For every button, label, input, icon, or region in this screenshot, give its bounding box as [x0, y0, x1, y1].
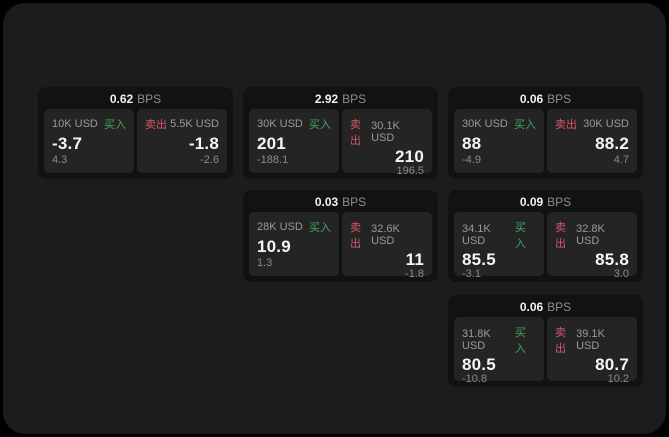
buy-label: 买入	[309, 222, 331, 234]
quote-card: 0.06 BPS 31.8K USD 买入 80.5 -10.8 卖出 39.1…	[448, 295, 643, 387]
bps-unit: BPS	[137, 92, 162, 106]
buy-sub-value: -3.1	[462, 268, 481, 280]
sell-panel[interactable]: 卖出 39.1K USD 80.7 10.2	[547, 317, 637, 385]
buy-price: 201	[257, 133, 286, 153]
buy-label: 买入	[514, 327, 526, 355]
sell-amount: 32.8K USD	[576, 223, 605, 247]
buy-amount: 30K USD	[462, 118, 508, 130]
sell-label: 卖出	[555, 327, 566, 355]
bps-unit: BPS	[547, 300, 572, 314]
sell-sub-value: -2.6	[200, 154, 219, 166]
sell-price: 210	[395, 147, 424, 166]
buy-sub-value: 4.3	[52, 154, 68, 166]
buy-label: 买入	[514, 222, 526, 250]
buy-label: 买入	[104, 119, 126, 131]
buy-label: 买入	[309, 119, 331, 131]
sell-label: 卖出	[350, 222, 361, 250]
buy-price: 10.9	[257, 236, 291, 256]
bps-header: 0.62 BPS	[38, 87, 233, 109]
sell-amount: 30.1K USD	[371, 120, 400, 144]
buy-price: 88	[462, 133, 482, 153]
sell-price: -1.8	[188, 133, 219, 153]
buy-amount: 31.8K USD	[462, 328, 491, 352]
buy-amount: 34.1K USD	[462, 223, 491, 247]
sell-label: 卖出	[555, 222, 566, 250]
bps-unit: BPS	[342, 92, 367, 106]
buy-panel[interactable]: 31.8K USD 买入 80.5 -10.8	[454, 317, 544, 385]
bps-value: 0.06	[519, 92, 544, 106]
sell-price: 88.2	[595, 133, 629, 153]
sell-panel[interactable]: 卖出 32.6K USD 11 -1.8	[342, 212, 432, 280]
bps-header: 0.03 BPS	[243, 190, 438, 212]
bps-value: 0.06	[519, 300, 544, 314]
buy-sub-value: 1.3	[257, 257, 273, 269]
sell-sub-value: 196.5	[396, 165, 424, 177]
sell-amount: 30K USD	[583, 118, 629, 130]
bps-header: 0.06 BPS	[448, 295, 643, 317]
sell-price: 85.8	[595, 250, 629, 269]
buy-price: -3.7	[52, 133, 83, 153]
sell-label: 卖出	[555, 119, 577, 131]
buy-sub-value: -10.8	[462, 373, 488, 385]
sell-sub-value: 4.7	[613, 154, 629, 166]
buy-price: 80.5	[462, 355, 496, 374]
buy-amount: 28K USD	[257, 221, 303, 233]
sell-label: 卖出	[145, 119, 167, 131]
quote-card: 2.92 BPS 30K USD 买入 201 -188.1 卖出 30.1K …	[243, 87, 438, 179]
bps-header: 0.09 BPS	[448, 190, 643, 212]
bps-header: 0.06 BPS	[448, 87, 643, 109]
buy-panel[interactable]: 10K USD 买入 -3.7 4.3	[44, 109, 134, 173]
buy-amount: 30K USD	[257, 118, 303, 130]
sell-panel[interactable]: 卖出 32.8K USD 85.8 3.0	[547, 212, 637, 280]
bps-unit: BPS	[342, 195, 367, 209]
bps-value: 0.62	[109, 92, 134, 106]
bps-value: 2.92	[314, 92, 339, 106]
sell-sub-value: 3.0	[613, 268, 629, 280]
buy-price: 85.5	[462, 250, 496, 269]
bps-header: 2.92 BPS	[243, 87, 438, 109]
sell-panel[interactable]: 卖出 5.5K USD -1.8 -2.6	[137, 109, 227, 173]
buy-panel[interactable]: 28K USD 买入 10.9 1.3	[249, 212, 339, 276]
sell-panel[interactable]: 卖出 30.1K USD 210 196.5	[342, 109, 432, 177]
bps-value: 0.09	[519, 195, 544, 209]
sell-price: 80.7	[595, 355, 629, 374]
quote-card: 0.62 BPS 10K USD 买入 -3.7 4.3 卖出 5.5K USD…	[38, 87, 233, 179]
buy-sub-value: -4.9	[462, 154, 481, 166]
sell-amount: 5.5K USD	[170, 118, 219, 130]
buy-panel[interactable]: 30K USD 买入 201 -188.1	[249, 109, 339, 173]
sell-amount: 32.6K USD	[371, 223, 400, 247]
sell-panel[interactable]: 卖出 30K USD 88.2 4.7	[547, 109, 637, 173]
bps-unit: BPS	[547, 195, 572, 209]
sell-sub-value: -1.8	[405, 268, 424, 280]
buy-label: 买入	[514, 119, 536, 131]
bps-unit: BPS	[547, 92, 572, 106]
quote-card: 0.09 BPS 34.1K USD 买入 85.5 -3.1 卖出 32.8K…	[448, 190, 643, 282]
buy-amount: 10K USD	[52, 118, 98, 130]
quote-card: 0.06 BPS 30K USD 买入 88 -4.9 卖出 30K USD 8…	[448, 87, 643, 179]
sell-sub-value: 10.2	[607, 373, 629, 385]
buy-sub-value: -188.1	[257, 154, 289, 166]
buy-panel[interactable]: 30K USD 买入 88 -4.9	[454, 109, 544, 173]
bps-value: 0.03	[314, 195, 339, 209]
buy-panel[interactable]: 34.1K USD 买入 85.5 -3.1	[454, 212, 544, 280]
sell-label: 卖出	[350, 119, 361, 147]
sell-price: 11	[405, 250, 424, 269]
sell-amount: 39.1K USD	[576, 328, 605, 352]
app-background: 0.62 BPS 10K USD 买入 -3.7 4.3 卖出 5.5K USD…	[3, 3, 666, 434]
quote-card: 0.03 BPS 28K USD 买入 10.9 1.3 卖出 32.6K US…	[243, 190, 438, 282]
